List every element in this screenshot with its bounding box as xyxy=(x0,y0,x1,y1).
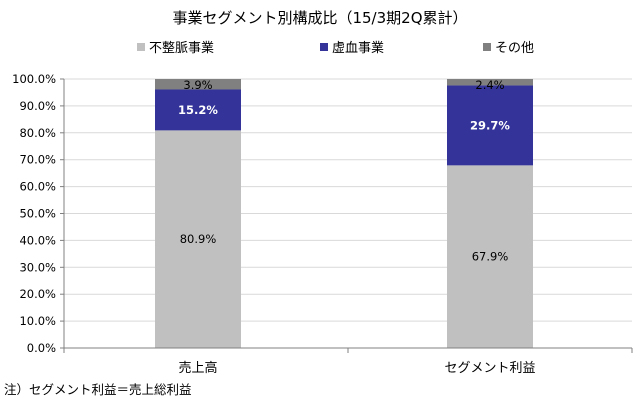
legend: 不整脈事業 虚血事業 その他 xyxy=(137,40,534,56)
data-label: 2.4% xyxy=(475,78,504,92)
data-label: 67.9% xyxy=(472,250,509,264)
y-tick-label: 80.0% xyxy=(19,126,56,140)
y-tick-label: 100.0% xyxy=(12,72,56,86)
y-tick-label: 60.0% xyxy=(19,180,56,194)
y-tick-label: 10.0% xyxy=(19,314,56,328)
legend-swatch xyxy=(320,43,328,51)
legend-swatch xyxy=(137,43,145,51)
y-tick-label: 70.0% xyxy=(19,153,56,167)
y-tick-label: 30.0% xyxy=(19,260,56,274)
y-tick-label: 50.0% xyxy=(19,207,56,221)
legend-label: その他 xyxy=(495,41,534,56)
legend-label: 虚血事業 xyxy=(332,40,384,56)
legend-label: 不整脈事業 xyxy=(149,40,214,56)
x-category-label: セグメント利益 xyxy=(444,361,535,376)
bar-segment xyxy=(155,89,241,131)
y-tick-label: 40.0% xyxy=(19,233,56,247)
y-tick-label: 0.0% xyxy=(27,341,56,355)
axes: 0.0% 10.0% 20.0% 30.0% 40.0% 50.0% 60.0% 70.0% 8… xyxy=(12,72,633,376)
bar-segment xyxy=(155,79,241,90)
y-tick-label: 90.0% xyxy=(19,99,56,113)
bar-segment xyxy=(447,85,533,166)
gridlines xyxy=(64,78,632,322)
bars: 80.9% 15.2% 3.9% 67.9% 29.7% 2.4% xyxy=(155,78,533,348)
data-label: 3.9% xyxy=(183,78,212,92)
data-label: 80.9% xyxy=(180,232,217,246)
bar-segment xyxy=(447,165,533,348)
legend-swatch xyxy=(483,43,491,51)
y-tick-label: 20.0% xyxy=(19,287,56,301)
bar-segment xyxy=(155,130,241,348)
bar-segment xyxy=(447,79,533,86)
data-label: 15.2% xyxy=(178,103,218,117)
data-label: 29.7% xyxy=(470,118,510,132)
x-category-label: 売上高 xyxy=(178,360,217,376)
footnote: 注）セグメント利益＝売上総利益 xyxy=(4,382,192,397)
chart-title: 事業セグメント別構成比（15/3期2Q累計） xyxy=(172,9,467,27)
